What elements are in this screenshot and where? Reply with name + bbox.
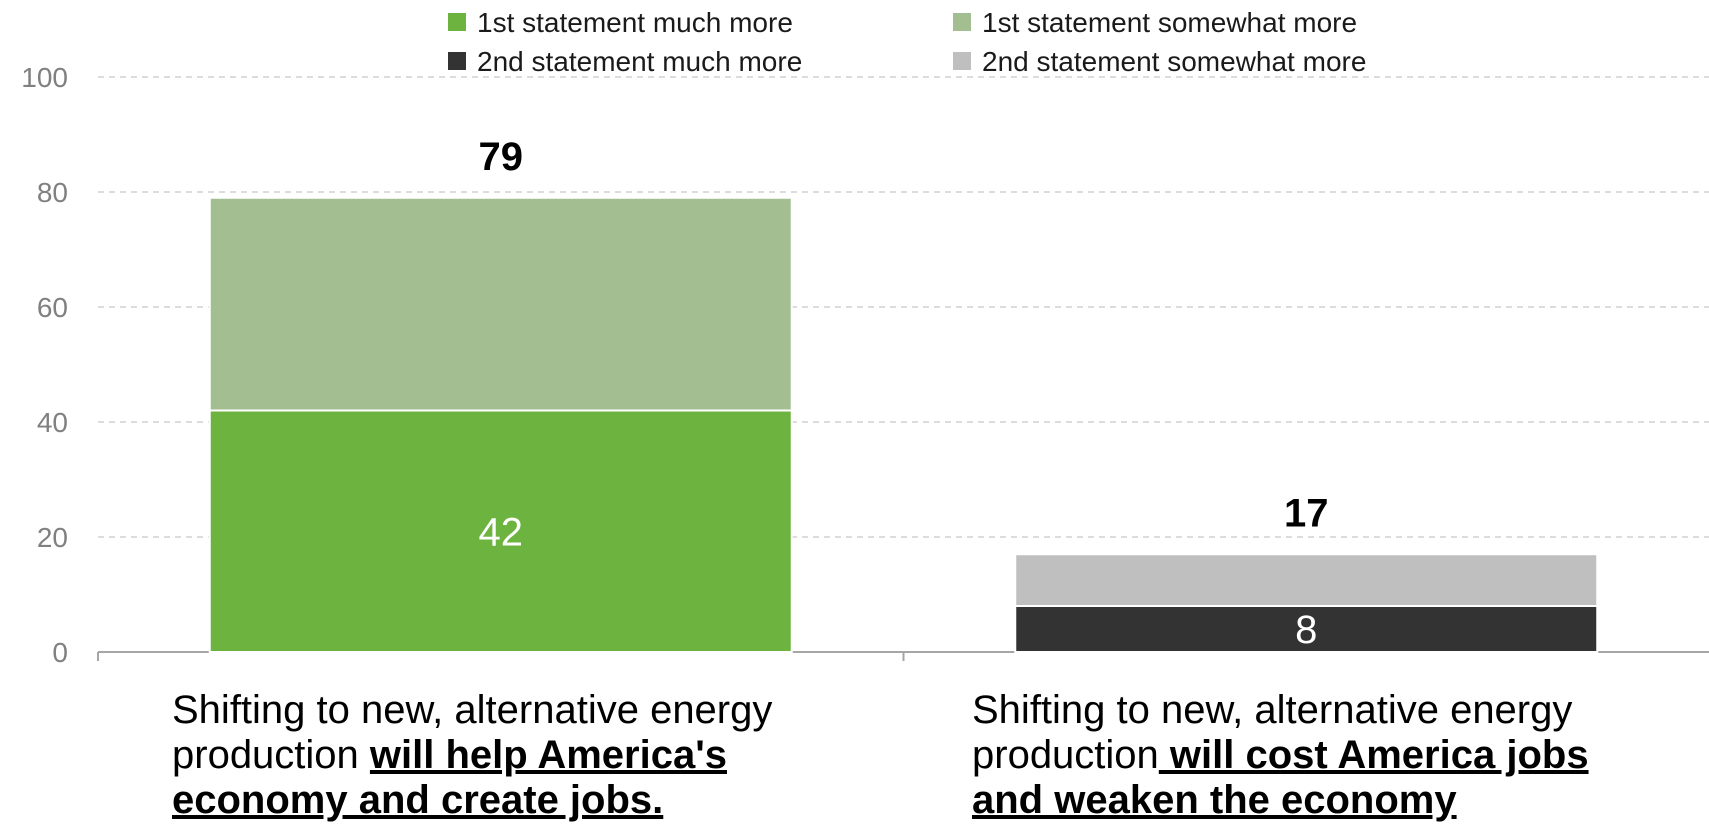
legend-swatch (448, 52, 466, 70)
legend-label: 2nd statement much more (477, 46, 802, 77)
legend-label: 1st statement much more (477, 7, 793, 38)
legend-label: 1st statement somewhat more (982, 7, 1357, 38)
bar-segment-1st-statement-much-more (208, 409, 793, 653)
bar-segment-1st-statement-somewhat-more (208, 196, 793, 412)
category-label-emphasis: will help America's economy and create j… (172, 733, 727, 822)
legend: 1st statement much more 1st statement som… (448, 7, 1366, 77)
y-tick-label: 40 (37, 407, 68, 438)
total-label: 17 (1284, 491, 1329, 535)
legend-label: 2nd statement somewhat more (982, 46, 1366, 77)
category-label-cost-jobs: Shifting to new, alternative energy prod… (972, 688, 1612, 823)
bars (208, 196, 1599, 653)
legend-swatch (953, 13, 971, 31)
data-labels: 79 42 17 8 (479, 135, 1329, 652)
y-tick-label: 60 (37, 292, 68, 323)
y-tick-label: 100 (21, 62, 68, 93)
total-label: 79 (479, 135, 524, 179)
category-label-prefix: Shifting to new, alternative energy prod… (972, 688, 1573, 777)
category-label-emphasis: will cost America jobs and weaken the ec… (972, 733, 1589, 822)
bar-segment-2nd-statement-somewhat-more (1014, 553, 1599, 607)
legend-swatch (448, 13, 466, 31)
segment-value-label: 42 (479, 510, 524, 554)
legend-swatch (953, 52, 971, 70)
y-tick-label: 80 (37, 177, 68, 208)
category-label-prefix: Shifting to new, alternative energy prod… (172, 688, 773, 777)
category-label-help-economy: Shifting to new, alternative energy prod… (172, 688, 812, 823)
y-tick-label: 0 (52, 637, 68, 668)
bar-segment-2nd-statement-much-more (1014, 605, 1599, 653)
segment-value-label: 8 (1295, 608, 1317, 652)
y-tick-label: 20 (37, 522, 68, 553)
